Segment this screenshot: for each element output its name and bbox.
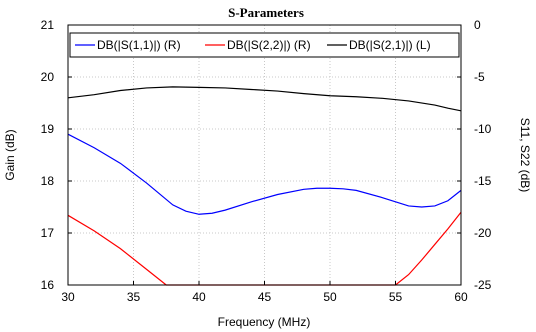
y-right-axis-label: S11, S22 (dB) — [518, 118, 532, 192]
y-left-axis-ticks: 16 17 18 19 20 21 — [41, 18, 72, 292]
y-right-tick-label: -15 — [474, 174, 492, 188]
series-layer — [67, 86, 462, 286]
series-line — [67, 86, 462, 112]
x-tick-label: 30 — [61, 290, 75, 304]
x-tick-label: 45 — [258, 290, 272, 304]
y-right-tick-label: -10 — [474, 122, 492, 136]
y-right-tick-label: 0 — [474, 18, 481, 32]
x-tick-label: 55 — [389, 290, 403, 304]
y-left-tick-label: 17 — [41, 226, 55, 240]
x-tick-label: 60 — [454, 290, 468, 304]
x-tick-label: 40 — [192, 290, 206, 304]
legend: DB(|S(1,1)|) (R) DB(|S(2,2)|) (R) DB(|S(2,… — [69, 32, 460, 58]
y-right-axis-ticks: -25 -20 -15 -10 -5 0 — [457, 18, 492, 292]
x-axis-ticks: 30 35 40 45 50 55 60 — [61, 281, 468, 304]
legend-label: DB(|S(2,2)|) (R) — [227, 38, 311, 52]
y-left-axis-label: Gain (dB) — [3, 129, 17, 180]
grid-lines — [68, 25, 461, 285]
y-left-tick-label: 19 — [41, 122, 55, 136]
y-right-tick-label: -5 — [474, 70, 485, 84]
legend-box — [69, 32, 460, 58]
legend-label: DB(|S(1,1)|) (R) — [97, 38, 181, 52]
y-right-tick-label: -25 — [474, 278, 492, 292]
chart-title: S-Parameters — [228, 5, 304, 20]
x-tick-label: 50 — [323, 290, 337, 304]
y-left-tick-label: 16 — [41, 278, 55, 292]
legend-label: DB(|S(2,1)|) (L) — [349, 38, 431, 52]
x-tick-label: 35 — [127, 290, 141, 304]
y-right-tick-label: -20 — [474, 226, 492, 240]
x-axis-label: Frequency (MHz) — [218, 315, 311, 329]
y-left-tick-label: 18 — [41, 174, 55, 188]
series-line — [67, 133, 462, 215]
y-left-tick-label: 21 — [41, 18, 55, 32]
y-left-tick-label: 20 — [41, 70, 55, 84]
